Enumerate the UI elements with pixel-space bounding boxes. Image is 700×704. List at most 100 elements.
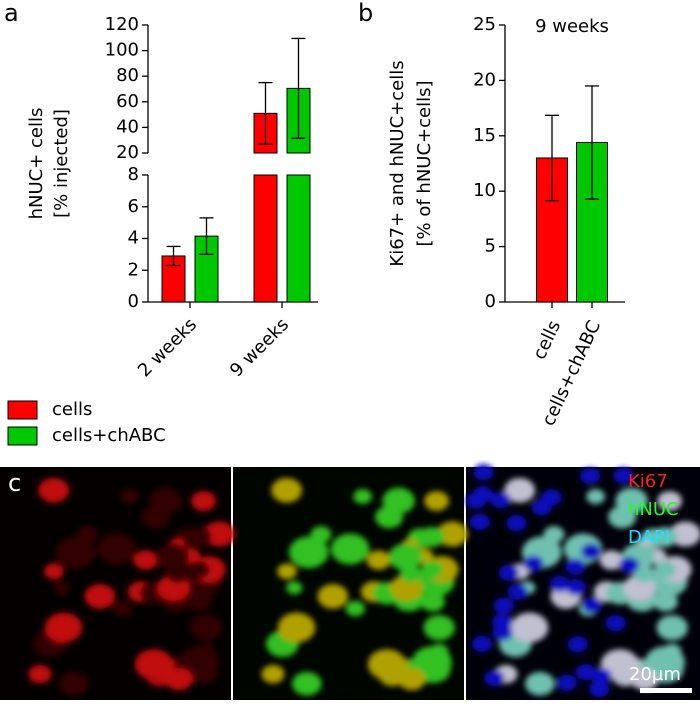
cell [653, 591, 678, 612]
cell [398, 668, 426, 691]
cell [277, 563, 297, 580]
image-content [261, 477, 468, 696]
cell [375, 505, 404, 529]
nucleus [473, 464, 494, 481]
cell [525, 671, 555, 696]
bar [253, 174, 278, 303]
cell [120, 489, 139, 505]
legend-label: cells [52, 399, 92, 420]
nucleus [619, 557, 640, 574]
image-content [28, 477, 235, 696]
nucleus [613, 467, 634, 484]
cell [345, 600, 365, 617]
micrographs [0, 464, 700, 700]
cell [412, 646, 452, 679]
cell [631, 668, 659, 691]
legend-swatch [7, 426, 38, 446]
y-tick-label: 0 [128, 291, 139, 312]
panel-label: b [358, 0, 373, 27]
nucleus [472, 635, 493, 652]
cell [333, 536, 359, 557]
cell [645, 646, 685, 679]
cell [134, 649, 173, 680]
cell [179, 646, 219, 679]
bar [286, 174, 311, 303]
nucleus [581, 597, 602, 614]
cell [277, 612, 316, 643]
y-tick-label: 25 [473, 14, 496, 35]
nucleus [492, 613, 513, 630]
image-label: DAPI [628, 527, 670, 548]
cell [28, 664, 52, 684]
nucleus [541, 489, 562, 506]
cell [419, 527, 445, 548]
y-axis-label: [% injected] [51, 109, 72, 218]
cell [353, 489, 372, 505]
y-tick-label: 80 [116, 65, 139, 86]
nucleus [549, 576, 570, 593]
cell [656, 615, 688, 641]
cell [59, 671, 89, 696]
cell [100, 536, 126, 557]
scale-bar-label: 20µm [629, 664, 681, 685]
nucleus [493, 597, 514, 614]
cell [504, 477, 536, 503]
nucleus [498, 564, 519, 581]
y-tick-label: 60 [116, 91, 139, 112]
nucleus [523, 555, 544, 572]
y-axis-label: hNUC+ cells [26, 108, 47, 220]
cell [53, 581, 70, 595]
y-tick-label: 20 [116, 142, 139, 163]
cell [288, 536, 329, 569]
cell [133, 550, 158, 570]
nucleus [469, 513, 490, 530]
cell [420, 561, 443, 579]
cell [653, 561, 676, 579]
y-axis-label: [% of hNUC+cells] [414, 81, 435, 247]
cell [388, 543, 422, 571]
cell [155, 543, 189, 571]
cell [203, 521, 235, 547]
y-tick-label: 20 [473, 69, 496, 90]
cell [652, 527, 678, 548]
cell [424, 491, 450, 511]
cell [44, 612, 83, 643]
nucleus [605, 615, 626, 632]
cell [112, 600, 132, 617]
cell [165, 668, 193, 691]
cell [286, 581, 303, 595]
y-tick-label: 120 [105, 14, 139, 35]
cell [669, 521, 700, 547]
x-tick-label: 9 weeks [226, 314, 293, 381]
nucleus [556, 674, 577, 691]
nucleus [567, 636, 588, 653]
y-tick-label: 8 [128, 164, 139, 185]
nucleus [575, 664, 596, 681]
image-content [465, 464, 700, 698]
chart-title: 9 weeks [535, 16, 609, 37]
cell [190, 615, 222, 641]
cell [292, 671, 322, 696]
cell [657, 491, 683, 511]
panel-label: a [4, 0, 19, 27]
cell [317, 584, 349, 609]
nucleus [565, 558, 586, 575]
nucleus [472, 486, 493, 503]
nucleus [591, 667, 612, 684]
y-tick-label: 15 [473, 125, 496, 146]
cell [84, 584, 116, 609]
x-tick-label: cells [529, 317, 565, 362]
cell [420, 591, 445, 612]
y-tick-label: 2 [128, 259, 139, 280]
cell [38, 477, 70, 503]
image-label: Ki67 [628, 471, 668, 492]
cell [55, 536, 96, 569]
nucleus [484, 670, 505, 687]
y-tick-label: 10 [473, 180, 496, 201]
y-tick-label: 40 [116, 116, 139, 137]
nucleus [506, 515, 527, 532]
cell [187, 591, 212, 612]
nucleus [581, 543, 602, 560]
image-label: hNUC [628, 499, 679, 520]
